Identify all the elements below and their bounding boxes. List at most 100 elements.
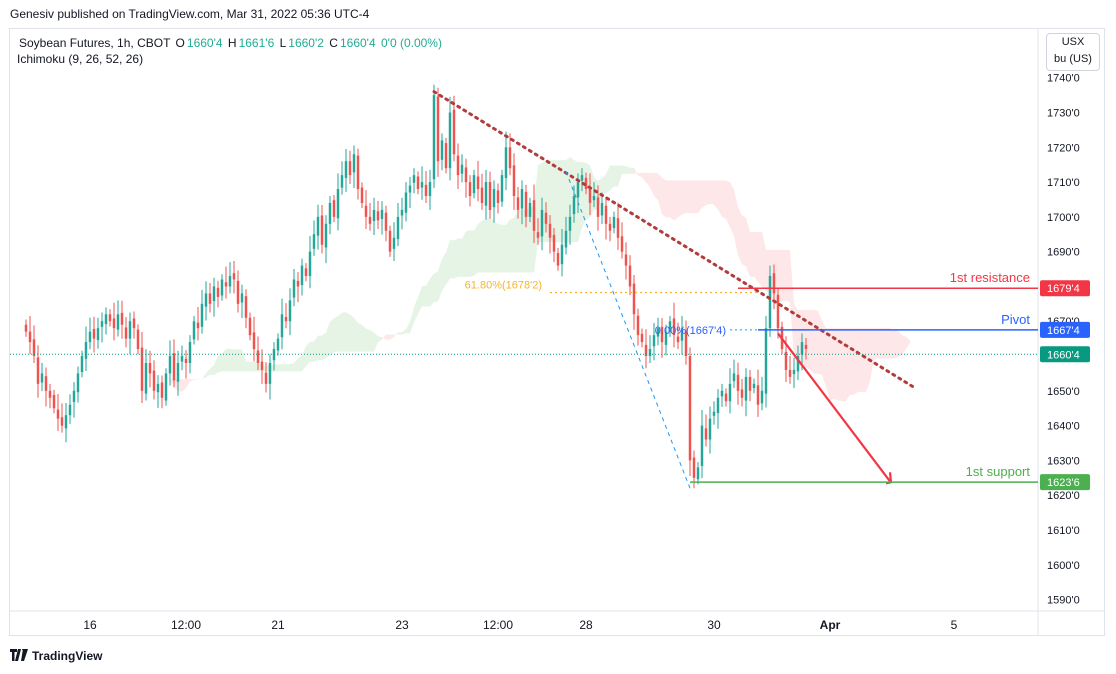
candle (160, 375, 164, 409)
last-price-tag-bg (1040, 346, 1090, 363)
cloud-segment (246, 361, 250, 372)
candle-body (576, 182, 580, 198)
candle-body (508, 147, 512, 169)
open-value: 1660'4 (186, 36, 223, 50)
unit-selector[interactable]: USX bu (US) (1046, 33, 1100, 71)
candle-body (380, 209, 384, 219)
candle-body (668, 321, 672, 332)
candle-body (44, 376, 48, 391)
candle-body (180, 356, 184, 362)
cloud-segment (318, 335, 322, 361)
footer-brand[interactable]: TradingView (10, 649, 102, 663)
candle (500, 169, 504, 207)
candle (528, 197, 532, 223)
candle (412, 168, 416, 194)
cloud-segment (298, 355, 302, 372)
x-tick-label: 30 (707, 618, 721, 632)
candle-body (472, 175, 476, 194)
candle-body (456, 155, 460, 176)
chart-frame[interactable] (9, 28, 1105, 636)
candle-body (232, 273, 236, 280)
candle-body (444, 143, 448, 169)
cloud-segment (662, 177, 666, 218)
candle (148, 350, 152, 388)
cloud-segment (422, 286, 426, 307)
candle-body (708, 418, 712, 440)
candle-body (28, 331, 32, 343)
candle (204, 281, 208, 321)
low-value: 1660'2 (288, 36, 324, 50)
x-tick-label: 12:00 (483, 618, 513, 632)
candle-body (164, 373, 168, 401)
candle-body (492, 189, 496, 208)
candle (452, 95, 456, 162)
cloud-segment (310, 341, 314, 362)
cloud-segment (690, 180, 694, 214)
candle-body (696, 467, 700, 480)
cloud-segment (618, 165, 622, 187)
cloud-segment (274, 364, 278, 372)
candle-body (540, 209, 544, 237)
cloud-segment (674, 180, 678, 221)
symbol-title[interactable]: Soybean Futures, 1h, CBOT (19, 36, 171, 50)
candle (572, 185, 576, 223)
candle (60, 403, 64, 433)
cloud-segment (382, 334, 386, 340)
candle (768, 265, 772, 337)
cloud-segment (778, 249, 782, 302)
candle (388, 225, 392, 257)
y-tick-label: 1700'0 (1047, 212, 1080, 224)
candle-body (804, 344, 808, 350)
cloud-segment (734, 189, 738, 256)
candle (408, 176, 412, 209)
candle (568, 204, 572, 245)
candle (628, 255, 632, 296)
cloud-segment (366, 328, 370, 352)
unit-label: bu (US) (1054, 53, 1092, 65)
candle-body (40, 373, 44, 383)
cloud-segment (358, 322, 362, 352)
candle-body (364, 205, 368, 217)
candle-body (348, 161, 352, 176)
cloud-segment (222, 348, 226, 372)
candle-body (112, 318, 116, 329)
cloud-segment (670, 180, 674, 221)
candle-body (376, 211, 380, 221)
candle-body (644, 344, 648, 357)
cloud-segment (202, 372, 206, 380)
candle (620, 222, 624, 259)
candle-body (532, 200, 536, 231)
candle (100, 312, 104, 343)
candle (508, 133, 512, 176)
candle (456, 143, 460, 190)
candle (328, 195, 332, 235)
cloud-segment (762, 232, 766, 290)
candle (444, 137, 448, 174)
candle (640, 328, 644, 348)
cloud-segment (814, 309, 818, 374)
indicator-label[interactable]: Ichimoku (9, 26, 52, 26) (17, 52, 144, 66)
candle (660, 318, 664, 358)
candle-body (188, 342, 192, 363)
cloud-segment (362, 325, 366, 352)
candle (64, 402, 68, 443)
candle (280, 298, 284, 350)
candle (764, 316, 768, 408)
candle (56, 393, 60, 431)
cloud-segment (254, 361, 258, 372)
cloud-segment (446, 240, 450, 285)
candle-body (24, 324, 28, 332)
candle-body (84, 342, 88, 359)
candle-body (672, 318, 676, 336)
open-label: O (175, 36, 185, 50)
candle (92, 316, 96, 353)
cloud-segment (342, 312, 346, 352)
candle (376, 200, 380, 230)
candle (484, 169, 488, 220)
cloud-segment (478, 220, 482, 273)
candle-body (436, 96, 440, 162)
cloud-segment (650, 172, 654, 196)
candle-body (496, 190, 500, 203)
candle-body (664, 331, 668, 345)
